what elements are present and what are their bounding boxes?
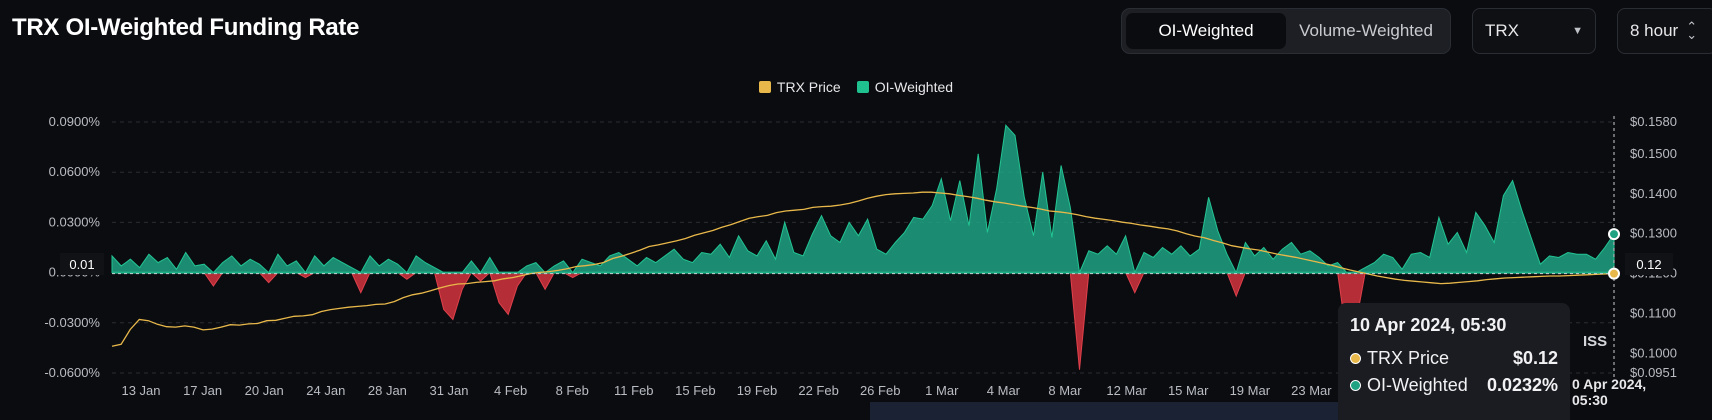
- x-tick-label: 20 Jan: [245, 383, 284, 398]
- price-line: [111, 191, 1615, 347]
- x-tick-label: 31 Jan: [429, 383, 468, 398]
- asset-select-value: TRX: [1485, 21, 1519, 40]
- tooltip-value-oi: 0.0232%: [1486, 375, 1558, 395]
- funding-positive-area: [111, 124, 1615, 275]
- x-tick-label: 8 Mar: [1048, 383, 1082, 398]
- x-tick-label: 4 Mar: [987, 383, 1021, 398]
- x-tick-label: 11 Feb: [614, 383, 654, 398]
- range-navigator[interactable]: [870, 402, 1338, 420]
- chevron-down-icon: ▼: [1572, 25, 1583, 37]
- crosshair-oi-marker: [1608, 228, 1620, 241]
- legend-item-oi[interactable]: OI-Weighted: [856, 79, 954, 95]
- x-tick-label: 28 Jan: [368, 383, 407, 398]
- y-right-tick-label: $0.1300: [1630, 226, 1677, 241]
- crosshair-right-label: 0.12: [1625, 253, 1673, 275]
- tooltip-row-oi: OI-Weighted 0.0232%: [1350, 375, 1558, 396]
- page-title: TRX OI-Weighted Funding Rate: [12, 14, 360, 41]
- y-left-tick-label: 0.0300%: [49, 214, 101, 229]
- funding-area: [111, 124, 1615, 370]
- x-tick-label: 17 Jan: [183, 383, 222, 398]
- tooltip-dot-price: [1350, 353, 1361, 364]
- chart-tooltip: 10 Apr 2024, 05:30 TRX Price $0.12 OI-We…: [1338, 303, 1570, 420]
- y-right-tick-label: $0.0951: [1630, 365, 1677, 380]
- asset-select[interactable]: TRX ▼: [1472, 8, 1596, 54]
- legend-swatch-price: [758, 81, 771, 93]
- x-tick-label: 23 Mar: [1291, 383, 1332, 398]
- x-tick-label: 19 Mar: [1230, 383, 1271, 398]
- y-right-tick-label: $0.1580: [1630, 114, 1677, 129]
- crosshair-x-label: 0 Apr 2024, 05:30: [1572, 376, 1680, 408]
- y-left-tick-label: 0.0600%: [49, 164, 101, 179]
- tooltip-dot-oi: [1350, 380, 1361, 391]
- tooltip-date: 10 Apr 2024, 05:30: [1350, 315, 1507, 335]
- tooltip-label-oi: OI-Weighted: [1367, 375, 1468, 395]
- legend-swatch-oi: [856, 81, 869, 93]
- interval-select-value: 8 hour: [1630, 21, 1679, 40]
- x-axis: 13 Jan 17 Jan 20 Jan 24 Jan 28 Jan 31 Jan 4 Fe…: [121, 383, 1332, 398]
- overlay-fragment-text: ISS: [1583, 333, 1608, 350]
- crosshair-price-marker: [1608, 267, 1620, 280]
- y-left-tick-label: 0.0900%: [49, 114, 101, 129]
- y-right-tick-label: $0.1000: [1630, 345, 1677, 360]
- weighting-toggle[interactable]: OI-Weighted Volume-Weighted: [1121, 8, 1451, 54]
- tooltip-label-price: TRX Price: [1367, 348, 1450, 368]
- legend-label-oi: OI-Weighted: [874, 79, 954, 95]
- x-tick-label: 8 Feb: [556, 383, 589, 398]
- x-tick-label: 4 Feb: [494, 383, 527, 398]
- legend-item-price[interactable]: TRX Price: [758, 79, 841, 95]
- oi-weighted-option[interactable]: OI-Weighted: [1126, 13, 1286, 49]
- y-left-tick-label: -0.0300%: [44, 315, 100, 330]
- tooltip-row-price: TRX Price $0.12: [1350, 348, 1558, 369]
- x-tick-label: 24 Jan: [306, 383, 345, 398]
- y-right-tick-label: $0.1100: [1630, 306, 1676, 321]
- x-tick-label: 15 Feb: [675, 383, 715, 398]
- tooltip-value-price: $0.12: [1512, 348, 1558, 368]
- x-tick-label: 19 Feb: [737, 383, 777, 398]
- y-right-tick-label: $0.1500: [1630, 146, 1677, 161]
- crosshair: [112, 116, 1620, 379]
- x-tick-label: 1 Mar: [925, 383, 959, 398]
- x-tick-label: 15 Mar: [1168, 383, 1209, 398]
- x-tick-label: 26 Feb: [860, 383, 900, 398]
- x-tick-label: 22 Feb: [798, 383, 838, 398]
- x-tick-label: 12 Mar: [1106, 383, 1147, 398]
- left-axis: 0.0900%0.0600%0.0300%0.0000%-0.0300%-0.0…: [44, 114, 100, 380]
- chart-legend: TRX Price OI-Weighted: [0, 79, 1712, 95]
- x-tick-label: 13 Jan: [121, 383, 160, 398]
- price-line-group: [111, 191, 1615, 347]
- y-left-tick-label: -0.0600%: [44, 365, 100, 380]
- up-down-chevron-icon: ⌃ ⌄: [1686, 19, 1698, 42]
- interval-select[interactable]: 8 hour ⌃ ⌄: [1617, 8, 1712, 54]
- legend-label-price: TRX Price: [776, 79, 841, 95]
- crosshair-left-label: 0.01: [60, 253, 104, 275]
- y-right-tick-label: $0.1400: [1630, 186, 1677, 201]
- right-axis: $0.1580$0.1500$0.1400$0.1300$0.1200$0.11…: [1630, 114, 1677, 380]
- volume-weighted-option[interactable]: Volume-Weighted: [1299, 21, 1433, 40]
